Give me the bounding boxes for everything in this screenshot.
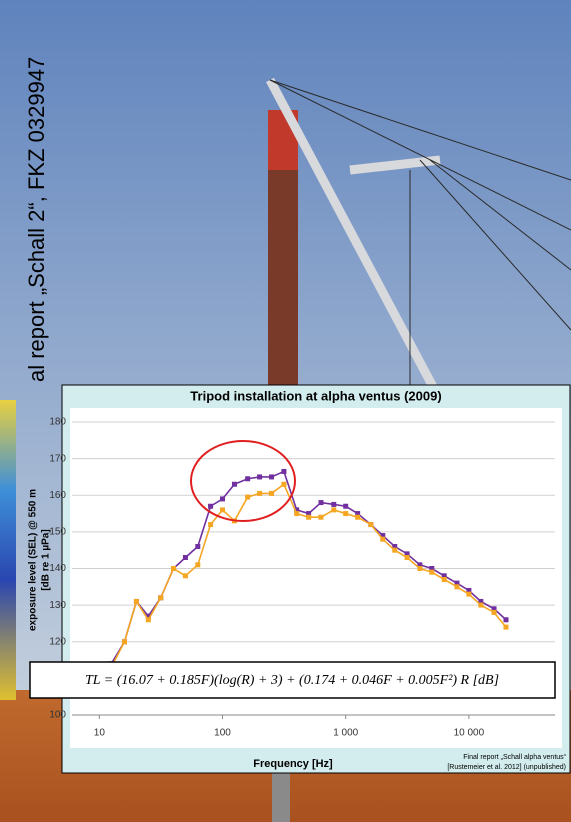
y-axis-label: [dB re 1 µPa] bbox=[41, 529, 52, 590]
y-tick-label: 140 bbox=[49, 563, 66, 574]
point bbox=[306, 515, 311, 520]
source: [Rustemeier et al. 2012] (unpublished) bbox=[447, 764, 566, 771]
page: {"side_note": "al report „Schall 2“, FKZ… bbox=[0, 0, 571, 822]
color-bar bbox=[0, 400, 16, 700]
point bbox=[195, 544, 200, 549]
point bbox=[294, 511, 299, 516]
point bbox=[208, 504, 213, 509]
point bbox=[405, 555, 410, 560]
chart-title: Tripod installation at alpha ventus (200… bbox=[190, 388, 441, 403]
point bbox=[454, 584, 459, 589]
point bbox=[318, 500, 323, 505]
point bbox=[122, 639, 127, 644]
point bbox=[134, 599, 139, 604]
point bbox=[442, 577, 447, 582]
point bbox=[503, 617, 508, 622]
point bbox=[245, 476, 250, 481]
slide: al report „Schall 2“, FKZ 0329947 Tripod… bbox=[0, 0, 571, 822]
point bbox=[220, 496, 225, 501]
point bbox=[220, 507, 225, 512]
point bbox=[158, 595, 163, 600]
point bbox=[380, 537, 385, 542]
point bbox=[417, 566, 422, 571]
y-axis-label: exposure level (SEL) @ 550 m bbox=[28, 489, 39, 631]
point bbox=[281, 469, 286, 474]
point bbox=[269, 474, 274, 479]
point bbox=[492, 610, 497, 615]
point bbox=[257, 491, 262, 496]
y-tick-label: 120 bbox=[49, 636, 66, 647]
point bbox=[171, 566, 176, 571]
y-tick-label: 130 bbox=[49, 600, 66, 611]
point bbox=[429, 570, 434, 575]
point bbox=[318, 515, 323, 520]
point bbox=[392, 548, 397, 553]
point bbox=[466, 592, 471, 597]
point bbox=[478, 603, 483, 608]
point bbox=[343, 511, 348, 516]
point bbox=[343, 504, 348, 509]
point bbox=[146, 617, 151, 622]
point bbox=[269, 491, 274, 496]
formula: TL = (16.07 + 0.185F)(log(R) + 3) + (0.1… bbox=[85, 673, 499, 688]
y-tick-label: 180 bbox=[49, 417, 66, 428]
x-tick-label: 100 bbox=[214, 728, 231, 739]
point bbox=[195, 562, 200, 567]
y-tick-label: 150 bbox=[49, 527, 66, 538]
side-note: al report „Schall 2“, FKZ 0329947 bbox=[24, 57, 49, 382]
pole bbox=[272, 772, 290, 822]
y-tick-label: 100 bbox=[49, 710, 66, 721]
source: Final report „Schall alpha ventus“ bbox=[463, 754, 566, 761]
point bbox=[331, 502, 336, 507]
point bbox=[368, 522, 373, 527]
point bbox=[183, 555, 188, 560]
point bbox=[245, 495, 250, 500]
point bbox=[232, 482, 237, 487]
x-tick-label: 1 000 bbox=[333, 728, 358, 739]
point bbox=[503, 625, 508, 630]
y-tick-label: 160 bbox=[49, 490, 66, 501]
x-axis-label: Frequency [Hz] bbox=[253, 758, 333, 770]
point bbox=[183, 573, 188, 578]
point bbox=[208, 522, 213, 527]
point bbox=[281, 482, 286, 487]
x-tick-label: 10 000 bbox=[454, 728, 485, 739]
point bbox=[331, 507, 336, 512]
point bbox=[355, 515, 360, 520]
x-tick-label: 10 bbox=[94, 728, 106, 739]
y-tick-label: 170 bbox=[49, 453, 66, 464]
point bbox=[257, 474, 262, 479]
